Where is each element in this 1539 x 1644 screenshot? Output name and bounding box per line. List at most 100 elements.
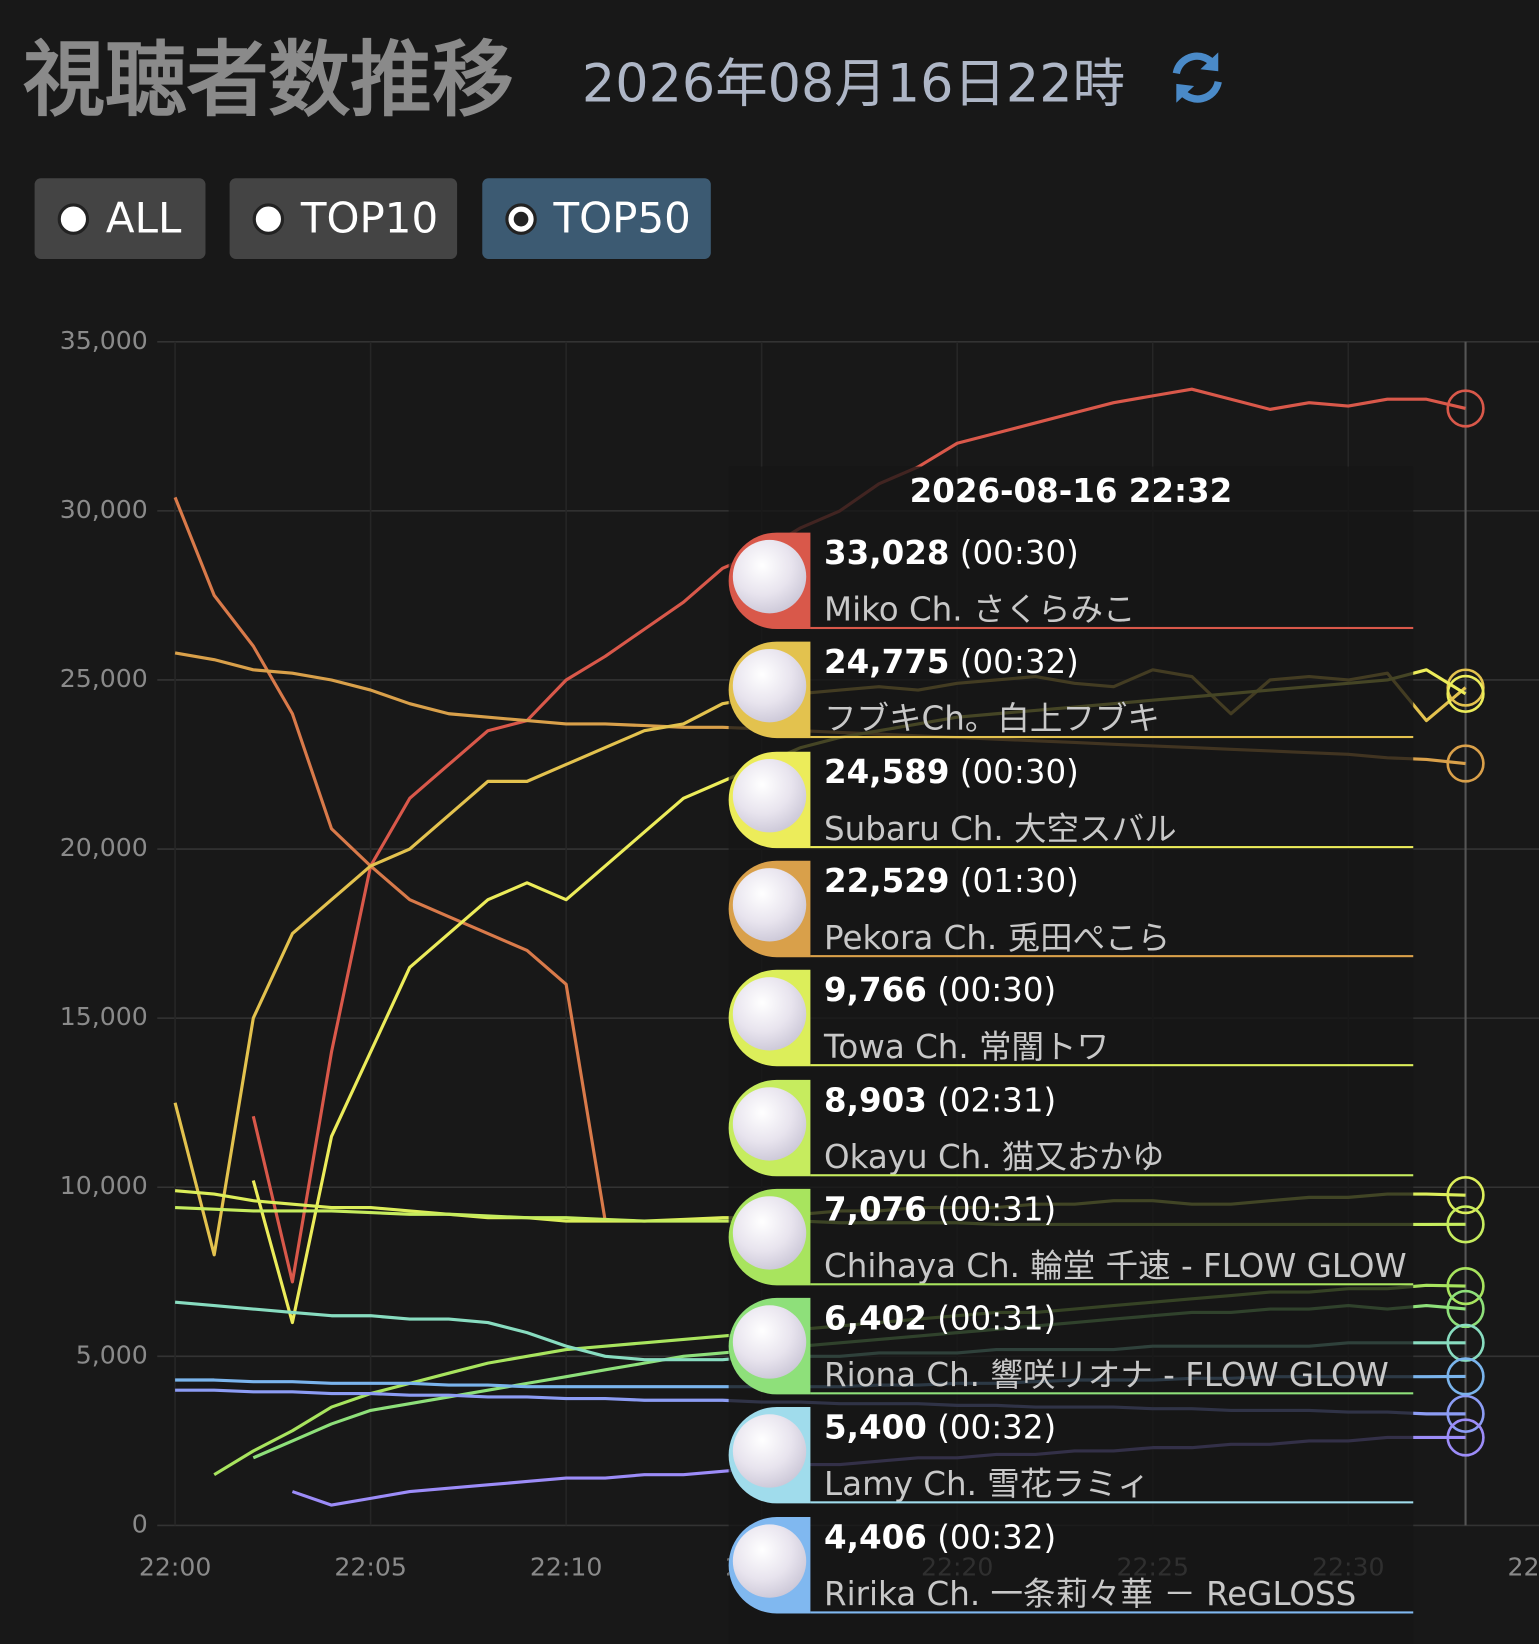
entry-value: 24,589 (00:30) [824, 753, 1079, 791]
filter-button[interactable]: TOP50 [482, 178, 711, 259]
avatar [732, 867, 807, 942]
tooltip-entry: 6,402 (00:31) Riona Ch. 響咲リオナ - FLOW GLOW [728, 1298, 1414, 1395]
y-tick-label: 30,000 [60, 495, 148, 524]
entry-rule [810, 1173, 1414, 1176]
duration: (00:30) [959, 753, 1079, 792]
channel-name: Miko Ch. さくらみこ [824, 591, 1136, 630]
avatar [732, 1086, 807, 1161]
entry-value: 9,766 (00:30) [824, 972, 1056, 1010]
duration: (00:30) [959, 534, 1079, 573]
channel-name: Pekora Ch. 兎田ぺこら [824, 919, 1171, 958]
tooltip-entry: 33,028 (00:30) Miko Ch. さくらみこ [728, 532, 1414, 630]
end-marker [1446, 1289, 1485, 1329]
entry-value: 6,402 (00:31) [824, 1300, 1056, 1338]
avatar [732, 539, 807, 614]
channel-name: Lamy Ch. 雪花ラミィ [824, 1466, 1150, 1504]
viewer-count: 9,766 [824, 972, 927, 1010]
avatar [732, 649, 807, 723]
radio-icon [505, 202, 537, 235]
end-marker [1446, 1418, 1485, 1457]
channel-name: フブキCh。白上フブキ [824, 700, 1160, 739]
x-tick-label: 22:00 [139, 1552, 212, 1581]
duration: (02:31) [937, 1081, 1057, 1120]
end-marker [1446, 674, 1485, 713]
filter-button[interactable]: TOP10 [229, 178, 458, 259]
duration: (00:31) [937, 1300, 1057, 1338]
avatar [732, 1305, 807, 1379]
entry-rule [810, 1611, 1414, 1614]
tooltip-entry: 7,076 (00:31) Chihaya Ch. 輪堂 千速 - FLOW GL… [728, 1188, 1414, 1286]
end-marker [1446, 1357, 1485, 1396]
duration: (00:32) [937, 1518, 1057, 1557]
entry-value: 22,529 (01:30) [824, 863, 1079, 901]
end-marker [1446, 1394, 1485, 1433]
channel-name: Okayu Ch. 猫又おかゆ [824, 1138, 1165, 1176]
viewer-count: 5,400 [824, 1409, 927, 1448]
duration: (00:32) [959, 644, 1079, 682]
duration: (01:30) [959, 862, 1079, 901]
y-tick-label: 5,000 [76, 1340, 148, 1369]
entry-value: 8,903 (02:31) [824, 1081, 1056, 1119]
page-datetime: 2026年08月16日22時 [581, 53, 1126, 115]
page-title: 視聴者数推移 [23, 33, 514, 128]
viewer-count: 8,903 [824, 1081, 927, 1120]
end-marker [1446, 1266, 1485, 1306]
entry-rule [810, 845, 1414, 848]
refresh-button[interactable] [1166, 46, 1229, 109]
tooltip-entry: 4,406 (00:32) Ririka Ch. 一条莉々華 － ReGLOSS [728, 1516, 1414, 1614]
entry-rule [810, 954, 1414, 958]
tooltip-entry: 24,589 (00:30) Subaru Ch. 大空スバル [728, 751, 1414, 848]
channel-name: Riona Ch. 響咲リオナ - FLOW GLOW [824, 1356, 1389, 1395]
avatar [732, 1196, 807, 1270]
radio-icon [57, 202, 90, 235]
channel-name: Subaru Ch. 大空スバル [824, 809, 1177, 848]
viewer-count: 24,589 [824, 753, 950, 792]
tooltip-entry: 22,529 (01:30) Pekora Ch. 兎田ぺこら [728, 860, 1414, 958]
y-tick-label: 25,000 [60, 664, 148, 693]
entry-value: 33,028 (00:30) [824, 535, 1079, 573]
entry-rule [810, 1501, 1414, 1504]
avatar [732, 977, 807, 1051]
end-marker [1446, 389, 1485, 428]
filter-label: ALL [105, 194, 182, 243]
x-tick-label: 22:35 [1508, 1552, 1539, 1581]
viewer-count: 4,406 [824, 1518, 927, 1557]
tooltip-entry: 8,903 (02:31) Okayu Ch. 猫又おかゆ [728, 1079, 1414, 1176]
y-tick-label: 35,000 [60, 326, 148, 355]
y-tick-label: 10,000 [60, 1171, 148, 1200]
channel-name: Towa Ch. 常闇トワ [824, 1028, 1110, 1067]
avatar [732, 1524, 807, 1598]
entry-value: 7,076 (00:31) [824, 1191, 1056, 1229]
entry-rule [810, 1392, 1414, 1395]
x-tick-label: 22:10 [530, 1552, 603, 1581]
end-marker [1446, 1176, 1485, 1215]
entry-rule [810, 1064, 1414, 1067]
duration: (00:32) [937, 1409, 1057, 1448]
x-tick-label: 22:05 [334, 1552, 407, 1581]
avatar [732, 1414, 807, 1489]
radio-icon [252, 202, 285, 235]
viewer-count: 22,529 [824, 862, 950, 901]
end-marker [1446, 744, 1485, 783]
y-tick-label: 20,000 [60, 833, 148, 862]
duration: (00:30) [937, 972, 1057, 1010]
end-marker [1446, 1205, 1485, 1244]
entry-rule [810, 626, 1414, 630]
y-tick-label: 0 [132, 1509, 148, 1538]
duration: (00:31) [937, 1190, 1057, 1229]
tooltip-entry: 5,400 (00:32) Lamy Ch. 雪花ラミィ [728, 1407, 1414, 1504]
entry-value: 24,775 (00:32) [824, 644, 1079, 682]
y-tick-label: 15,000 [60, 1002, 148, 1031]
tooltip-entry: 24,775 (00:32) フブキCh。白上フブキ [728, 641, 1414, 739]
channel-name: Ririka Ch. 一条莉々華 － ReGLOSS [824, 1575, 1357, 1614]
viewer-count: 7,076 [824, 1190, 927, 1229]
entry-rule [810, 736, 1414, 739]
viewer-count: 24,775 [824, 644, 950, 682]
viewer-count: 33,028 [824, 534, 950, 573]
entry-rule [810, 1283, 1414, 1286]
tooltip-entry: 9,766 (00:30) Towa Ch. 常闇トワ [728, 969, 1414, 1067]
entry-value: 5,400 (00:32) [824, 1409, 1056, 1447]
filter-button[interactable]: ALL [34, 178, 206, 259]
avatar [732, 758, 807, 833]
